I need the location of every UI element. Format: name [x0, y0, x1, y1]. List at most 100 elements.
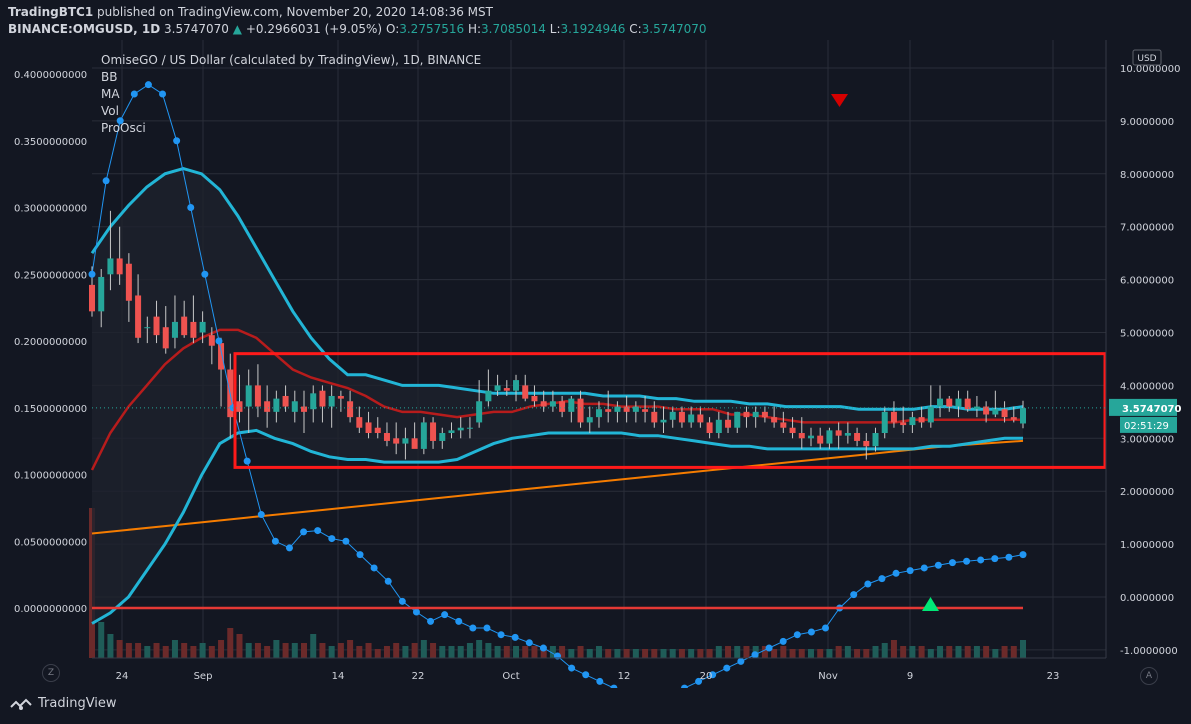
header: TradingBTC1 published on TradingView.com…	[0, 0, 1191, 40]
candle-body	[466, 427, 473, 429]
candle-body	[715, 419, 722, 434]
candle-body	[337, 395, 344, 399]
symbol-label: BINANCE:OMGUSD, 1D	[8, 22, 161, 36]
volume-bar	[1010, 646, 1017, 658]
volume-bar	[448, 646, 455, 658]
oscillator-point	[412, 608, 420, 616]
candle-body	[771, 417, 778, 423]
oscillator-point	[539, 644, 547, 652]
oscillator-point	[271, 537, 279, 545]
last-price-tag-label: 3.5747070	[1122, 404, 1182, 415]
candle-body	[780, 422, 787, 428]
time-tick-label: Sep	[194, 671, 213, 682]
oscillator-point	[920, 564, 928, 572]
oscillator-tick-label: 0.2500000000	[14, 270, 87, 281]
volume-bar	[890, 640, 897, 658]
oscillator-point	[116, 117, 124, 125]
candle-body	[485, 390, 492, 402]
candle-body	[798, 433, 805, 439]
volume-bar	[190, 646, 197, 658]
oscillator-point	[963, 557, 971, 565]
candle-body	[190, 321, 197, 338]
volume-bar	[513, 646, 520, 658]
oscillator-point	[934, 561, 942, 569]
ma-line	[90, 328, 1023, 471]
volume-bar	[365, 643, 372, 658]
high-label: H:	[467, 22, 482, 36]
volume-bar	[466, 643, 473, 658]
oscillator-point	[807, 628, 815, 636]
currency-badge	[1132, 49, 1162, 66]
volume-bar	[383, 646, 390, 658]
auto-scale-button[interactable]: A	[1140, 667, 1158, 685]
candle-body	[162, 327, 169, 349]
tradingview-brand[interactable]: TradingView	[10, 696, 117, 711]
volume-bar	[937, 646, 944, 658]
price-tick-label: 4.0000000	[1120, 381, 1174, 392]
volume-bar	[347, 640, 354, 658]
candle-body	[992, 409, 999, 415]
candle-body	[347, 401, 354, 418]
candle-body	[513, 380, 520, 391]
oscillator-point	[892, 569, 900, 577]
volume-bar	[282, 643, 289, 658]
low-value: 3.1924946	[560, 22, 626, 36]
volume-bar	[162, 646, 169, 658]
indicator-vol[interactable]: Vol	[101, 104, 119, 118]
price-chart[interactable]: 10.0000000 9.0000000 8.0000000 7.0000000 6.0…	[0, 0, 1191, 688]
candle-body	[1020, 408, 1026, 424]
volume-bar	[651, 649, 658, 658]
volume-bar	[844, 646, 851, 658]
candle-body	[927, 406, 934, 423]
indicator-ma[interactable]: MA	[101, 87, 120, 101]
oscillator-point	[864, 580, 872, 588]
oscillator-point	[554, 652, 561, 660]
candle-body	[964, 398, 971, 410]
candle-body	[918, 417, 925, 423]
time-tick-label: Nov	[818, 671, 838, 682]
candle-body	[199, 321, 206, 333]
volume-bar	[319, 643, 326, 658]
volume-bar	[291, 643, 298, 658]
candle-body	[844, 433, 851, 436]
volume-bar	[780, 646, 787, 658]
volume-bar	[992, 649, 999, 658]
volume-bar	[208, 646, 215, 658]
candle-body	[494, 385, 501, 391]
volume-bar	[817, 649, 824, 658]
indicator-bb[interactable]: BB	[101, 70, 118, 84]
volume-bar	[485, 643, 492, 658]
oscillator-point	[709, 671, 717, 679]
oscillator-point	[328, 535, 336, 543]
volume-bar	[854, 649, 861, 658]
oscillator-point	[427, 617, 435, 625]
volume-bar	[632, 649, 639, 658]
volume-bar	[181, 643, 188, 658]
candle-body	[577, 398, 584, 423]
price-tick-label: 9.0000000	[1120, 117, 1174, 128]
oscillator-point	[610, 684, 618, 688]
candle-body	[890, 411, 897, 423]
oscillator-tick-label: 0.0500000000	[14, 537, 87, 548]
candle-body	[752, 411, 759, 418]
zoom-button[interactable]: Z	[42, 664, 60, 682]
time-tick-label: 12	[618, 671, 631, 682]
publisher-name[interactable]: TradingBTC1	[8, 5, 94, 19]
price-tick-label: 0.0000000	[1120, 593, 1174, 604]
indicator-prooscil[interactable]: ProOsci	[101, 121, 146, 135]
oscillator-point	[356, 551, 364, 559]
candle-body	[439, 433, 446, 441]
volume-bar	[669, 649, 676, 658]
volume-bar	[559, 646, 566, 658]
oscillator-point	[285, 544, 293, 552]
volume-bar	[236, 634, 243, 658]
volume-bar	[116, 640, 123, 658]
volume-bar	[605, 649, 612, 658]
oscillator-point	[525, 639, 533, 647]
candle-body	[301, 406, 308, 412]
oscillator-point	[173, 137, 181, 145]
candle-body	[522, 385, 529, 399]
volume-bar	[734, 646, 741, 658]
candle-body	[706, 422, 713, 434]
candle-body	[540, 401, 547, 407]
